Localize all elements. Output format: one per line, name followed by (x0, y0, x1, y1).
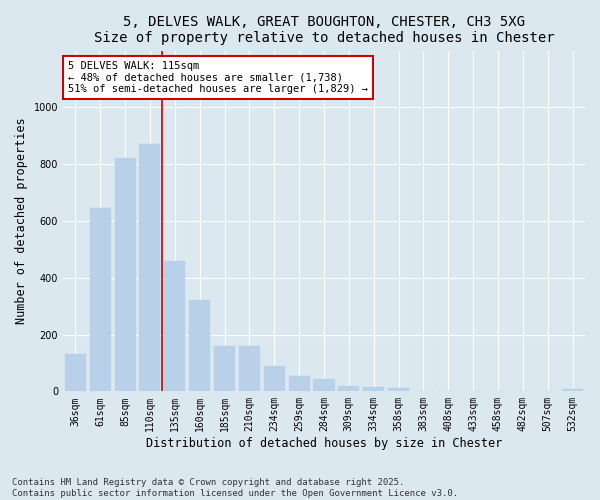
Title: 5, DELVES WALK, GREAT BOUGHTON, CHESTER, CH3 5XG
Size of property relative to de: 5, DELVES WALK, GREAT BOUGHTON, CHESTER,… (94, 15, 554, 45)
Bar (139, 144, 160, 392)
Bar (89, 208, 111, 392)
Text: Contains HM Land Registry data © Crown copyright and database right 2025.
Contai: Contains HM Land Registry data © Crown c… (12, 478, 458, 498)
Bar (214, 346, 235, 392)
Bar (363, 386, 384, 392)
Bar (65, 354, 86, 392)
Bar (164, 260, 185, 392)
Bar (189, 300, 210, 392)
X-axis label: Distribution of detached houses by size in Chester: Distribution of detached houses by size … (146, 437, 502, 450)
Bar (115, 158, 136, 392)
Text: 5 DELVES WALK: 115sqm
← 48% of detached houses are smaller (1,738)
51% of semi-d: 5 DELVES WALK: 115sqm ← 48% of detached … (68, 61, 368, 94)
Bar (388, 388, 409, 392)
Bar (313, 380, 335, 392)
Bar (338, 386, 359, 392)
Bar (562, 389, 583, 392)
Bar (289, 376, 310, 392)
Bar (239, 346, 260, 392)
Bar (263, 366, 285, 392)
Y-axis label: Number of detached properties: Number of detached properties (15, 118, 28, 324)
